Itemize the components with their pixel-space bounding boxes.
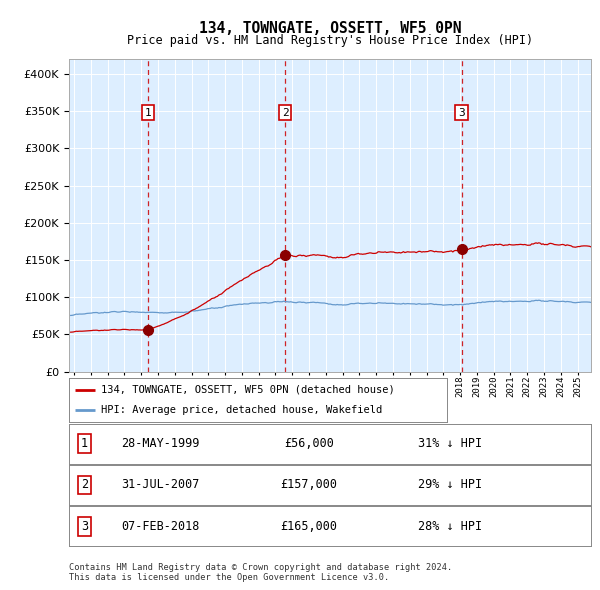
Text: HPI: Average price, detached house, Wakefield: HPI: Average price, detached house, Wake… (101, 405, 382, 415)
Text: 07-FEB-2018: 07-FEB-2018 (121, 520, 200, 533)
Text: 28-MAY-1999: 28-MAY-1999 (121, 437, 200, 450)
Text: 1: 1 (145, 107, 151, 117)
Text: £165,000: £165,000 (281, 520, 338, 533)
Text: 31% ↓ HPI: 31% ↓ HPI (418, 437, 482, 450)
Text: 31-JUL-2007: 31-JUL-2007 (121, 478, 200, 491)
Text: Contains HM Land Registry data © Crown copyright and database right 2024.
This d: Contains HM Land Registry data © Crown c… (69, 563, 452, 582)
Text: 3: 3 (81, 520, 88, 533)
Text: 134, TOWNGATE, OSSETT, WF5 0PN: 134, TOWNGATE, OSSETT, WF5 0PN (199, 21, 461, 35)
Text: 28% ↓ HPI: 28% ↓ HPI (418, 520, 482, 533)
Text: £157,000: £157,000 (281, 478, 338, 491)
Text: 2: 2 (81, 478, 88, 491)
Text: 1: 1 (81, 437, 88, 450)
Text: 29% ↓ HPI: 29% ↓ HPI (418, 478, 482, 491)
Text: 134, TOWNGATE, OSSETT, WF5 0PN (detached house): 134, TOWNGATE, OSSETT, WF5 0PN (detached… (101, 385, 395, 395)
Text: 2: 2 (282, 107, 289, 117)
Text: £56,000: £56,000 (284, 437, 334, 450)
Text: Price paid vs. HM Land Registry's House Price Index (HPI): Price paid vs. HM Land Registry's House … (127, 34, 533, 47)
Text: 3: 3 (458, 107, 465, 117)
